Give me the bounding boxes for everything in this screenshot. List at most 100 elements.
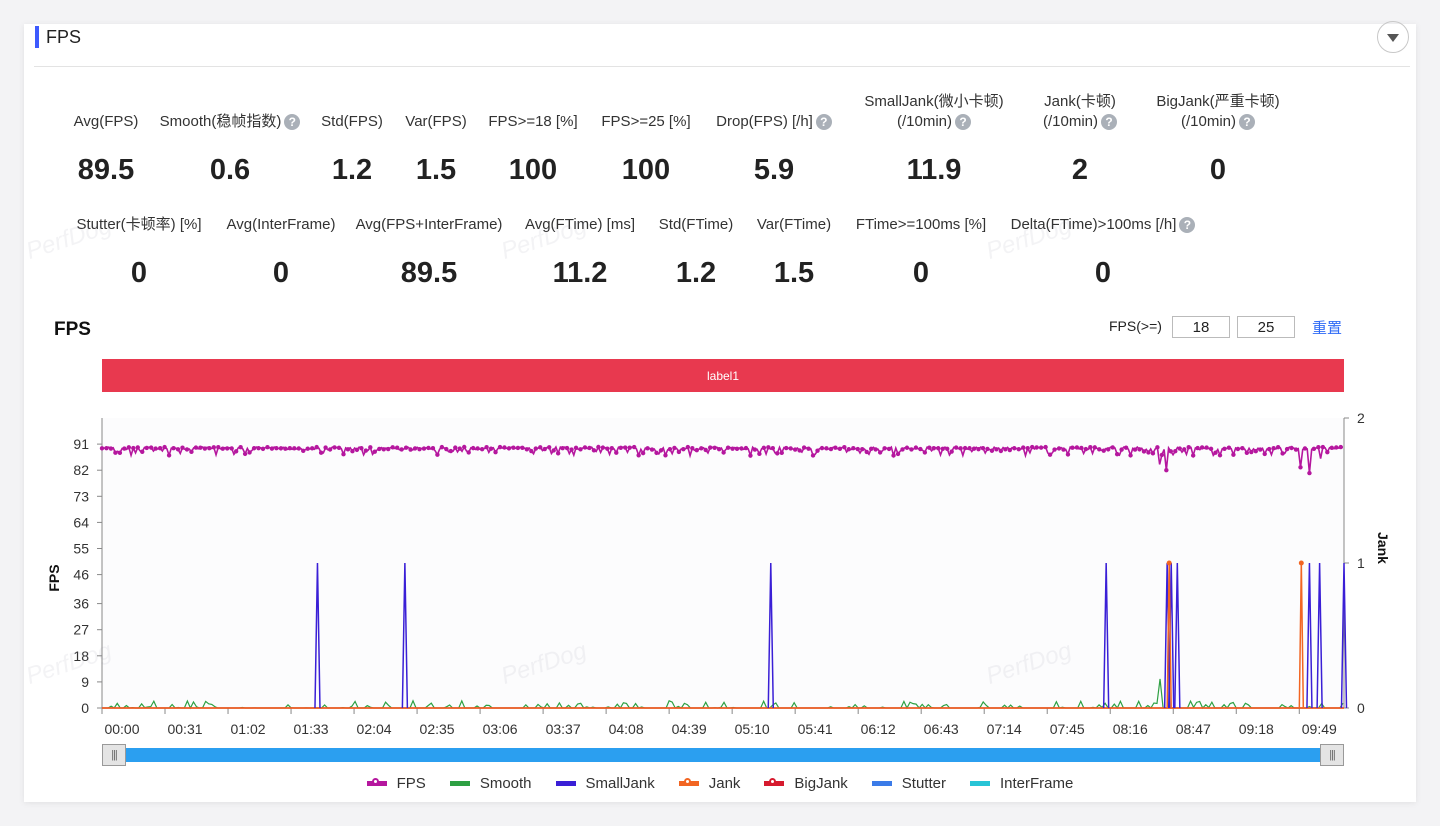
fps-point	[198, 445, 203, 450]
fps-point	[301, 448, 306, 454]
metric-label-text: Smooth(稳帧指数)?	[160, 112, 301, 132]
legend-item[interactable]: FPS	[366, 775, 426, 792]
fps-point	[140, 449, 145, 454]
label-segment-text: label1	[706, 368, 740, 383]
legend-swatch	[969, 781, 990, 786]
fps-point	[998, 448, 1004, 454]
fps-point	[175, 447, 181, 452]
fps-point	[104, 445, 109, 451]
slider-track[interactable]	[116, 748, 1330, 762]
fps-point	[645, 446, 650, 451]
metric-label: Smooth(稳帧指数)?	[160, 112, 301, 132]
fps-point	[345, 447, 351, 452]
fps-point	[435, 452, 440, 457]
metric-label-text: Std(FTime)	[658, 216, 734, 233]
metric-label: Avg(FTime) [ms]	[525, 215, 635, 235]
fps-threshold-input-1[interactable]	[1172, 316, 1230, 338]
fps-point	[1007, 447, 1013, 453]
fps-point	[1132, 447, 1138, 452]
help-icon[interactable]: ?	[955, 114, 971, 131]
metric-label: Avg(InterFrame)	[227, 215, 336, 235]
fps-point	[1293, 447, 1299, 452]
fps-point	[1195, 445, 1200, 451]
smalljank-spike	[767, 562, 775, 709]
metric-label: Jank(卡顿) (/10min)?	[1043, 92, 1117, 132]
legend-item[interactable]: SmallJank	[555, 775, 655, 792]
fps-point	[256, 445, 261, 451]
slider-handle-left[interactable]: |||	[102, 744, 126, 766]
fps-point	[453, 445, 458, 450]
fps-point	[171, 445, 176, 451]
fps-point	[547, 445, 552, 450]
fps-point	[837, 446, 843, 451]
fps-point	[891, 453, 896, 458]
fps-point	[1119, 447, 1124, 452]
legend-item[interactable]: BigJank	[764, 775, 848, 792]
fps-point	[283, 446, 288, 451]
fps-point	[412, 446, 418, 451]
collapse-toggle-button[interactable]	[1377, 21, 1409, 53]
help-icon[interactable]: ?	[284, 114, 301, 131]
fps-point	[873, 447, 878, 452]
help-icon[interactable]: ?	[1179, 217, 1196, 234]
fps-point	[971, 446, 977, 451]
fps-point	[1325, 449, 1330, 455]
fps-point	[314, 444, 319, 450]
fps-point	[945, 446, 950, 451]
fps-point	[757, 451, 762, 457]
fps-threshold-label: FPS(>=)	[1109, 318, 1162, 334]
chart-legend: FPS Smooth SmallJank Jank BigJank Stutter Inte…	[0, 775, 1440, 792]
fps-point	[1231, 452, 1236, 457]
legend-item[interactable]: Jank	[678, 775, 740, 792]
metric-label: Avg(FPS+InterFrame)	[356, 215, 503, 235]
fps-point	[1012, 446, 1017, 451]
x-tick-label: 02:35	[420, 721, 455, 737]
fps-point	[752, 447, 758, 452]
fps-point	[962, 445, 968, 451]
time-range-slider[interactable]: ||| |||	[102, 744, 1344, 766]
fps-point	[126, 445, 132, 450]
fps-point	[676, 449, 682, 455]
legend-swatch	[871, 781, 892, 786]
legend-label: SmallJank	[585, 775, 655, 792]
reset-link[interactable]: 重置	[1312, 320, 1343, 337]
y-tick-label: 9	[81, 674, 89, 690]
fps-point	[1159, 452, 1165, 458]
help-icon[interactable]: ?	[815, 114, 832, 131]
smalljank-spike	[401, 562, 409, 709]
fps-point	[1213, 450, 1218, 455]
metric-label: Std(FPS)	[321, 112, 383, 132]
metric-value: 0	[912, 257, 930, 289]
fps-point	[1266, 446, 1272, 452]
metric-label-text: SmallJank(微小卡顿)	[864, 93, 1004, 110]
fps-point	[1047, 452, 1053, 457]
y-tick-label: 73	[73, 488, 89, 504]
legend-item[interactable]: Stutter	[871, 775, 946, 792]
slider-handle-right[interactable]: |||	[1320, 744, 1344, 766]
fps-point	[162, 444, 167, 450]
legend-item[interactable]: InterFrame	[969, 775, 1073, 792]
x-tick-label: 02:04	[357, 721, 392, 737]
fps-point	[681, 446, 686, 452]
fps-point	[1056, 446, 1062, 451]
x-tick-label: 09:18	[1239, 721, 1274, 737]
x-tick-label: 05:41	[798, 721, 833, 737]
label-segment-bar[interactable]: label1	[102, 359, 1344, 392]
fps-point	[828, 446, 834, 452]
fps-point	[220, 446, 225, 451]
fps-point	[1106, 447, 1111, 452]
fps-point	[743, 445, 749, 451]
metric-label: Avg(FPS)	[74, 112, 139, 132]
metric-label: FPS>=25 [%]	[601, 112, 690, 132]
help-icon[interactable]: ?	[1101, 114, 1117, 131]
metric-label-text: Avg(FPS+InterFrame)	[355, 216, 503, 233]
fps-point	[958, 446, 963, 451]
fps-point	[448, 448, 454, 454]
help-icon[interactable]: ?	[1239, 114, 1255, 131]
legend-item[interactable]: Smooth	[449, 775, 532, 792]
fps-point	[663, 453, 668, 458]
fps-threshold-input-2[interactable]	[1237, 316, 1295, 338]
fps-point	[242, 451, 248, 457]
fps-point	[202, 446, 208, 451]
